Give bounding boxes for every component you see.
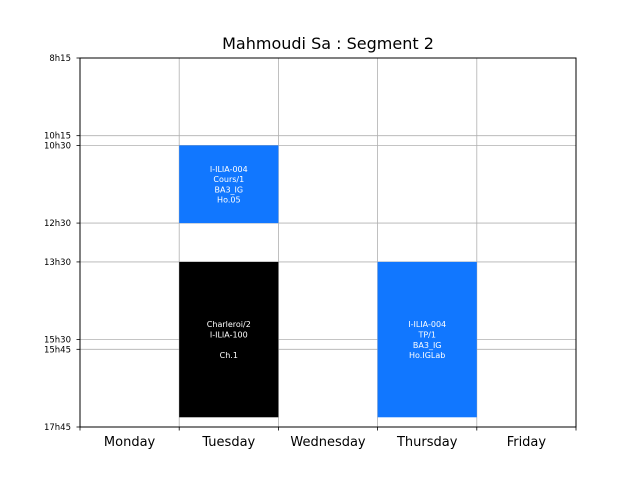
y-tick-label: 8h15: [49, 54, 71, 64]
x-tick-label-monday: Monday: [104, 435, 156, 450]
chart-title: Mahmoudi Sa : Segment 2: [222, 34, 434, 53]
x-tick-label-thursday: Thursday: [396, 435, 458, 450]
y-tick-label: 13h30: [44, 258, 71, 268]
y-tick-label: 10h30: [44, 141, 71, 151]
grid-layer: [80, 57, 576, 428]
event-label: I-ILIA-100: [210, 330, 248, 339]
y-tick-label: 15h45: [44, 345, 71, 355]
event-label: I-ILIA-004: [210, 165, 248, 174]
x-tick-label-tuesday: Tuesday: [201, 435, 255, 450]
event-block[interactable]: [179, 261, 279, 418]
event-label: Charleroi/2: [207, 320, 251, 329]
event-label: Ho.IGLab: [409, 351, 445, 360]
event-label: I-ILIA-004: [408, 320, 446, 329]
y-tick-label: 17h45: [44, 423, 71, 433]
event-block[interactable]: [179, 145, 279, 224]
event-label: BA3_IG: [214, 185, 243, 194]
x-axis: Monday Tuesday Wednesday Thursday Friday: [79, 427, 577, 450]
x-tick-label-wednesday: Wednesday: [290, 435, 366, 450]
event-label: Cours/1: [213, 175, 244, 184]
y-tick-label: 15h30: [44, 336, 71, 346]
event-label: BA3_IG: [413, 341, 442, 350]
event-label: TP/1: [417, 330, 436, 339]
event-label: Ho.05: [217, 196, 241, 205]
event-label: Ch.1: [220, 351, 238, 360]
event-block[interactable]: [377, 261, 477, 418]
y-tick-label: 12h30: [44, 219, 71, 229]
events-layer: I-ILIA-004Cours/1BA3_IGHo.05Charleroi/2I…: [179, 145, 477, 418]
y-tick-label: 10h15: [44, 132, 71, 142]
x-tick-label-friday: Friday: [507, 435, 547, 450]
plot-frame: [79, 57, 577, 428]
